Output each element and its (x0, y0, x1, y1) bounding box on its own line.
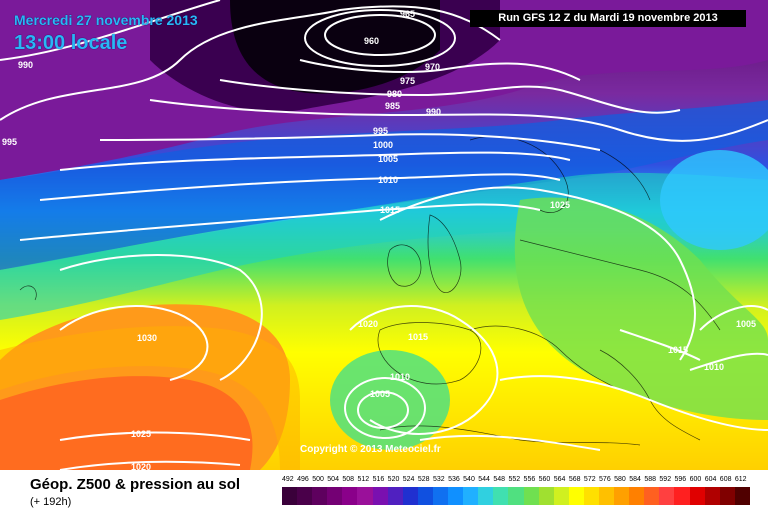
legend-swatch (417, 487, 433, 505)
legend-value: 568 (568, 476, 581, 483)
legend-value: 492 (282, 476, 294, 483)
weather-map: 995 990 965 960 970 975 980 985 990 995 … (0, 0, 768, 470)
legend-swatch (387, 487, 403, 505)
legend-value: 564 (553, 476, 566, 483)
legend-value: 600 (689, 476, 702, 483)
legend-value: 528 (417, 476, 430, 483)
legend-swatch (463, 487, 479, 505)
legend-swatch (508, 487, 524, 505)
color-legend (282, 487, 750, 505)
legend-value: 548 (493, 476, 506, 483)
isobar-label: 1005 (736, 319, 756, 329)
legend-swatch (644, 487, 660, 505)
legend-value: 608 (719, 476, 732, 483)
isobar-label: 1015 (668, 345, 688, 355)
legend-swatch (659, 487, 675, 505)
legend-value: 584 (629, 476, 641, 483)
isobar-label: 965 (400, 9, 415, 19)
isobar-label: 1005 (370, 389, 390, 399)
legend-swatch (448, 487, 464, 505)
legend-value: 496 (297, 476, 309, 483)
legend-swatch (719, 487, 735, 505)
legend-swatch (297, 487, 313, 505)
isobar-label: 980 (387, 89, 402, 99)
footer-title: Géop. Z500 & pression au sol (30, 476, 241, 493)
run-info: Run GFS 12 Z du Mardi 19 novembre 2013 (470, 10, 746, 27)
footer: Géop. Z500 & pression au sol (+ 192h) 49… (0, 470, 768, 512)
legend-value: 588 (644, 476, 656, 483)
legend-value: 552 (508, 476, 521, 483)
isobar-label: 1005 (378, 154, 398, 164)
legend-swatch (432, 487, 449, 505)
legend-value: 532 (432, 476, 445, 483)
legend-value: 596 (674, 476, 687, 483)
isobar-label: 960 (364, 36, 379, 46)
legend-swatch (553, 487, 569, 505)
footer-subtitle: (+ 192h) (30, 496, 72, 508)
legend-swatch (327, 487, 343, 505)
legend-value: 612 (734, 476, 747, 483)
legend-value: 520 (387, 476, 400, 483)
legend-swatch (704, 487, 720, 505)
legend-value: 540 (463, 476, 475, 483)
isobar-label: 970 (425, 62, 440, 72)
legend-swatch (493, 487, 509, 505)
isobar-label: 1010 (390, 372, 410, 382)
legend-value: 536 (448, 476, 460, 483)
isobar-label: 1030 (137, 333, 157, 343)
legend-value: 604 (704, 476, 717, 483)
isobar-label: 1020 (358, 319, 378, 329)
legend-labels: 492 496 500 504 508 512 516 520 524 528 532 536 540 5… (280, 476, 750, 486)
isobar-label: 995 (373, 126, 388, 136)
legend-value: 576 (599, 476, 611, 483)
legend-swatch (568, 487, 584, 505)
legend-value: 580 (614, 476, 626, 483)
legend-swatch (523, 487, 539, 505)
legend-swatch (674, 487, 690, 505)
isobar-label: 995 (2, 137, 17, 147)
legend-swatch (629, 487, 645, 505)
legend-swatch (372, 487, 388, 505)
isobar-label: 1010 (704, 362, 724, 372)
legend-value: 512 (357, 476, 370, 483)
legend-swatch (312, 487, 328, 505)
legend-swatch (614, 487, 630, 505)
forecast-date: Mercredi 27 novembre 2013 (14, 12, 198, 28)
legend-value: 560 (538, 476, 551, 483)
legend-value: 508 (342, 476, 355, 483)
legend-swatch (598, 487, 615, 505)
legend-value: 524 (402, 476, 415, 483)
legend-swatch (402, 487, 418, 505)
legend-swatch (478, 487, 494, 505)
isobar-label: 1020 (131, 462, 151, 470)
legend-swatch (342, 487, 358, 505)
isobar-label: 1015 (408, 332, 428, 342)
legend-swatch (282, 487, 298, 505)
legend-value: 556 (523, 476, 536, 483)
isobar-label: 985 (385, 101, 400, 111)
isobar-label: 1000 (373, 140, 393, 150)
isobar-label: 975 (400, 76, 415, 86)
copyright-text: Copyright © 2013 Meteociel.fr (300, 444, 441, 455)
legend-value: 516 (372, 476, 385, 483)
forecast-time: 13:00 locale (14, 32, 128, 54)
isobar-label: 1015 (380, 205, 400, 215)
legend-swatch (357, 487, 373, 505)
legend-swatch (734, 487, 750, 505)
legend-value: 504 (327, 476, 339, 483)
isobar-label: 990 (426, 107, 441, 117)
isobar-label: 990 (18, 60, 33, 70)
legend-value: 544 (478, 476, 490, 483)
legend-value: 500 (312, 476, 324, 483)
legend-value: 572 (583, 476, 596, 483)
isobar-label: 1025 (131, 429, 151, 439)
isobar-label: 1025 (550, 200, 570, 210)
legend-swatch (538, 487, 554, 505)
legend-value: 592 (659, 476, 672, 483)
isobar-label: 1010 (378, 175, 398, 185)
legend-swatch (583, 487, 599, 505)
legend-swatch (689, 487, 705, 505)
